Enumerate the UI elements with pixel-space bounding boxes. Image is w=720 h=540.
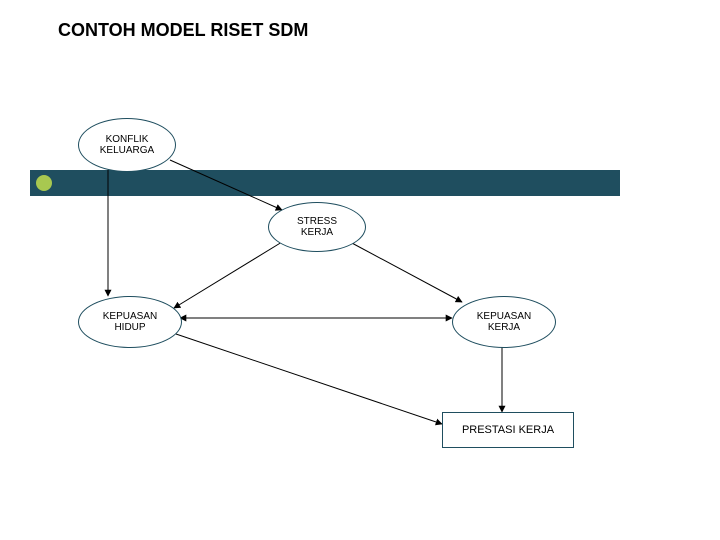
node-prestasi-kerja: PRESTASI KERJA <box>442 412 574 448</box>
node-label: KONFLIKKELUARGA <box>100 134 154 156</box>
node-kepuasan-kerja: KEPUASANKERJA <box>452 296 556 348</box>
node-konflik-keluarga: KONFLIKKELUARGA <box>78 118 176 172</box>
node-label: KEPUASANHIDUP <box>103 311 157 333</box>
node-stress-kerja: STRESSKERJA <box>268 202 366 252</box>
node-kepuasan-hidup: KEPUASANHIDUP <box>78 296 182 348</box>
node-label: KEPUASANKERJA <box>477 311 531 333</box>
node-label: STRESSKERJA <box>297 216 337 238</box>
page-title: CONTOH MODEL RISET SDM <box>58 20 308 41</box>
node-label: PRESTASI KERJA <box>462 424 554 436</box>
header-bar <box>30 170 620 196</box>
diagram-edges <box>0 0 720 540</box>
bullet-icon <box>36 175 52 191</box>
title-text: CONTOH MODEL RISET SDM <box>58 20 308 40</box>
